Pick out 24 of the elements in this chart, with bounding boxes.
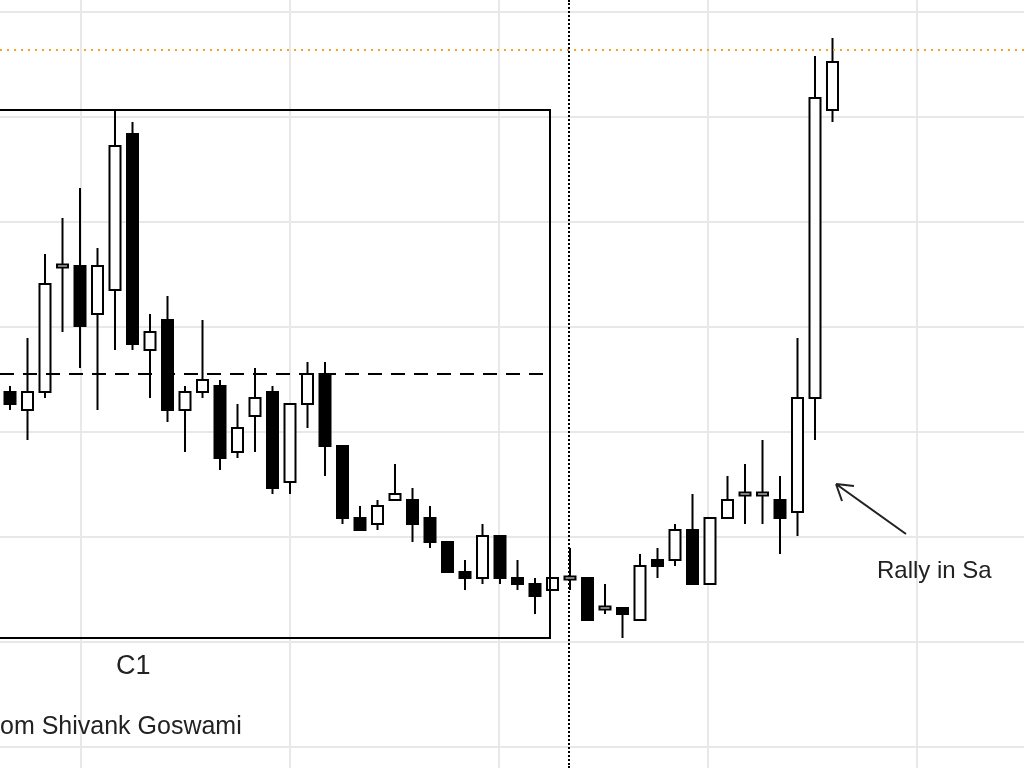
candlestick xyxy=(178,385,192,453)
candlestick xyxy=(423,505,437,549)
candlestick xyxy=(231,403,244,459)
candlestick xyxy=(458,559,472,591)
candlestick xyxy=(616,607,629,639)
candlestick xyxy=(56,217,69,333)
candlestick xyxy=(651,547,664,579)
text: C1 xyxy=(116,650,151,681)
candlestick xyxy=(196,319,209,399)
candlestick xyxy=(528,577,542,615)
candlestick xyxy=(563,547,577,591)
candlestick xyxy=(511,559,524,591)
candlestick xyxy=(756,439,769,525)
candlestick xyxy=(738,463,752,525)
candlestick xyxy=(388,463,402,501)
text: om Shivank Goswami xyxy=(0,711,242,740)
candlestick xyxy=(353,505,367,531)
candlestick xyxy=(773,475,787,555)
candlestick xyxy=(721,475,734,519)
candlestick xyxy=(406,487,419,543)
candlestick xyxy=(3,385,17,411)
candlestick xyxy=(371,499,384,531)
text: Rally in Sa xyxy=(877,556,992,584)
candlestick xyxy=(598,583,612,615)
